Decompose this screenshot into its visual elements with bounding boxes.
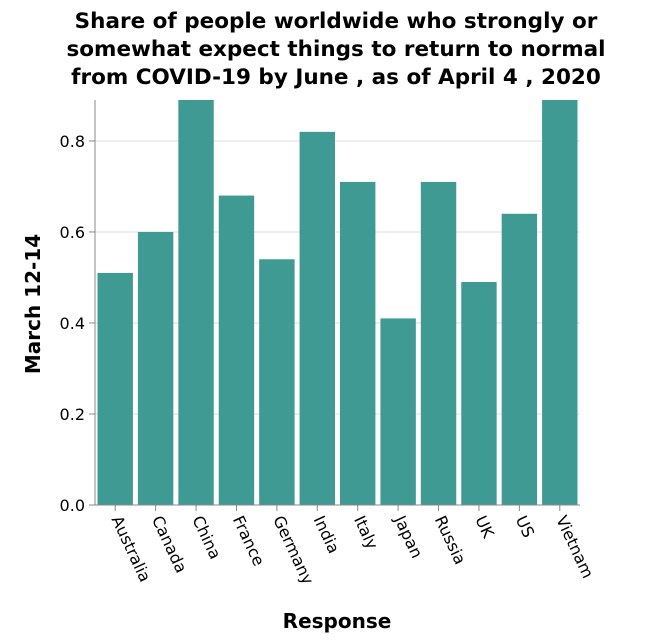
bar-france bbox=[218, 195, 255, 505]
y-tick-label: 0.6 bbox=[60, 223, 85, 242]
chart-title-line-2: somewhat expect things to return to norm… bbox=[66, 37, 605, 62]
y-tick-label: 0.8 bbox=[60, 132, 85, 151]
y-tick-label: 0.2 bbox=[60, 405, 85, 424]
x-tick-label: Italy bbox=[350, 513, 382, 552]
x-tick-label: China bbox=[188, 513, 225, 562]
axes bbox=[94, 100, 580, 506]
x-tick-label: Australia bbox=[108, 513, 155, 585]
y-axis-ticks: 0.0 0.2 0.4 0.6 0.8 bbox=[60, 132, 95, 515]
x-tick-label: India bbox=[310, 513, 344, 557]
bar-italy bbox=[340, 181, 376, 506]
x-tick-label: Japan bbox=[390, 512, 427, 561]
bar-russia bbox=[420, 181, 457, 506]
bar-india bbox=[299, 131, 335, 505]
x-tick-label: US bbox=[512, 513, 538, 541]
x-axis-title: Response bbox=[283, 609, 392, 633]
y-tick-label: 0.4 bbox=[60, 314, 85, 333]
chart-title-line-3: from COVID-19 by June , as of April 4 , … bbox=[71, 65, 601, 90]
bar-canada bbox=[137, 231, 174, 505]
chart-title: Share of people worldwide who strongly o… bbox=[66, 9, 605, 90]
x-tick-label: Vietnam bbox=[552, 513, 597, 581]
x-tick-label: Germany bbox=[269, 513, 317, 588]
bar-australia bbox=[97, 272, 133, 505]
bar-germany bbox=[259, 259, 295, 505]
bar-vietnam bbox=[542, 100, 578, 505]
x-tick-label: Canada bbox=[148, 513, 191, 576]
bars bbox=[97, 100, 578, 506]
x-tick-label: France bbox=[229, 513, 269, 569]
bar-uk bbox=[461, 282, 497, 505]
x-tick-label: Russia bbox=[431, 513, 470, 568]
bar-china bbox=[178, 100, 214, 505]
chart-title-line-1: Share of people worldwide who strongly o… bbox=[75, 9, 598, 34]
bar-us bbox=[501, 213, 538, 505]
x-tick-label: UK bbox=[471, 513, 498, 542]
bar-japan bbox=[380, 318, 416, 505]
y-axis-title: March 12-14 bbox=[21, 234, 45, 374]
y-tick-label: 0.0 bbox=[60, 496, 85, 515]
